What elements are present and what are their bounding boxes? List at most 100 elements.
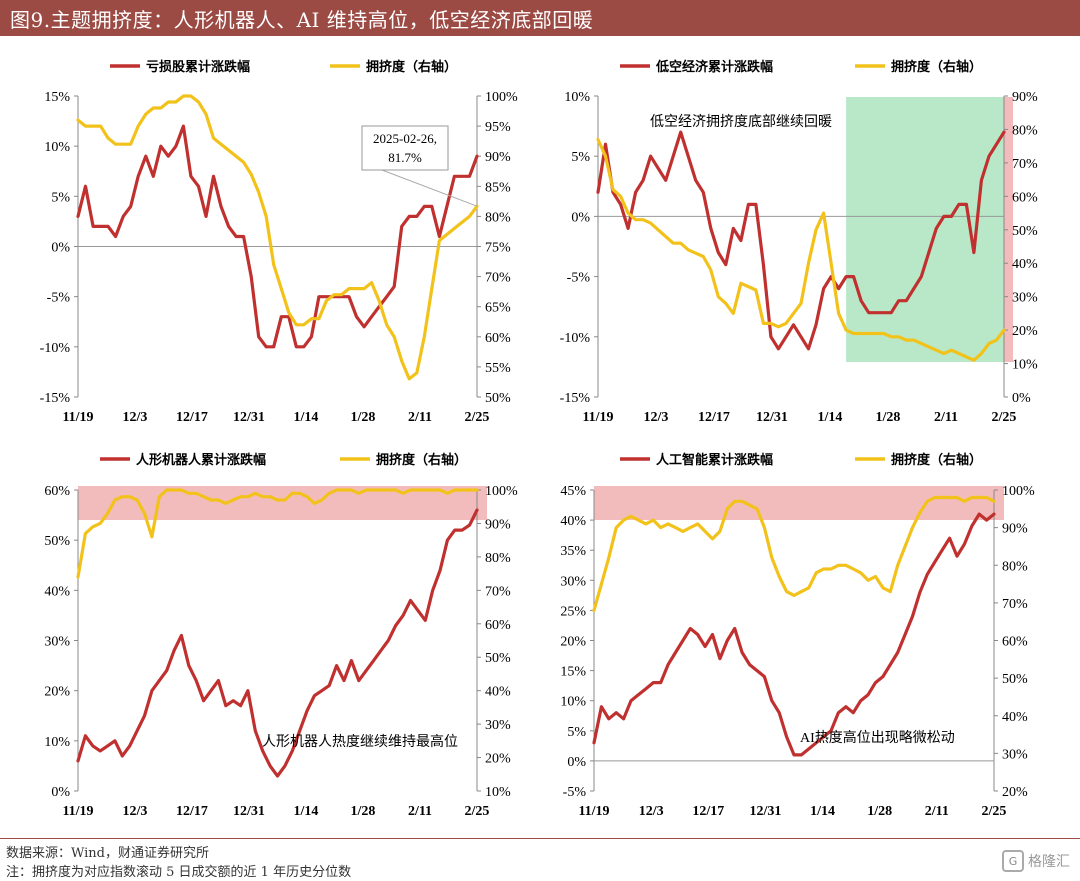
chart-annotation: 低空经济拥挤度底部继续回暖 (650, 113, 832, 130)
y-right-tick-label: 100% (485, 484, 518, 499)
y-left-tick-label: 50% (44, 534, 70, 549)
y-left-tick-label: -5% (567, 271, 591, 286)
x-tick-label: 2/25 (465, 804, 490, 819)
y-right-tick-label: 30% (1002, 747, 1028, 762)
series-line-return (592, 512, 996, 757)
y-right-tick-label: 40% (1002, 710, 1028, 725)
y-left-tick-label: 60% (44, 484, 70, 499)
y-right-tick-label: 90% (485, 150, 511, 165)
y-left-tick-label: 5% (51, 190, 70, 205)
y-left-tick-label: 10% (564, 90, 590, 105)
x-tick-label: 2/11 (408, 410, 432, 425)
source-note: 数据来源：Wind，财通证券研究所 (6, 846, 209, 861)
legend-label: 拥挤度（右轴） (376, 452, 467, 467)
y-right-tick-label: 30% (1012, 291, 1038, 306)
y-left-tick-label: 30% (560, 574, 586, 589)
x-tick-label: 1/14 (294, 410, 319, 425)
x-tick-label: 12/3 (123, 804, 148, 819)
y-left-tick-label: 5% (567, 725, 586, 740)
x-tick-label: 12/17 (698, 410, 730, 425)
y-left-tick-label: 0% (571, 210, 590, 225)
y-right-tick-label: 85% (485, 180, 511, 195)
series-line-return (76, 124, 479, 349)
callout-leader (381, 169, 478, 207)
legend-label: 人工智能累计涨跌幅 (656, 452, 773, 467)
series-line-return (596, 130, 1006, 351)
charts-canvas: 15% 10% 5% 0% -5% -10% -15% 100% 95% 90% 85% 80% 75%… (40, 59, 1038, 819)
y-left-tick-label: 20% (44, 685, 70, 700)
series-line-crowding (76, 94, 479, 381)
x-tick-label: 1/28 (351, 410, 376, 425)
figure-header: 图9.主题拥挤度：人形机器人、AI 维持高位，低空经济底部回暖 (0, 0, 1080, 36)
y-right-tick-label: 60% (485, 331, 511, 346)
y-right-tick-label: 40% (485, 685, 511, 700)
x-tick-label: 11/19 (62, 804, 93, 819)
y-right-tick-label: 10% (485, 785, 511, 800)
y-left-tick-label: -15% (560, 391, 591, 406)
y-right-tick-label: 60% (1012, 190, 1038, 205)
y-right-tick-label: 95% (485, 120, 511, 135)
chart-annotation: AI热度高位出现略微松动 (800, 729, 955, 746)
legend-label: 拥挤度（右轴） (891, 452, 982, 467)
x-tick-label: 1/28 (867, 804, 892, 819)
x-tick-label: 12/17 (176, 804, 208, 819)
y-left-tick-label: 10% (44, 140, 70, 155)
y-right-tick-label: 90% (1002, 522, 1028, 537)
legend-label: 亏损股累计涨跌幅 (146, 59, 250, 74)
callout-date: 2025-02-26, (373, 131, 437, 146)
x-tick-label: 12/17 (176, 410, 208, 425)
y-left-tick-label: -5% (563, 785, 587, 800)
y-left-tick-label: 0% (51, 785, 70, 800)
x-tick-label: 11/19 (578, 804, 609, 819)
y-left-tick-label: 20% (560, 635, 586, 650)
watermark-text: 格隆汇 (1028, 854, 1070, 870)
y-right-tick-label: 90% (1012, 90, 1038, 105)
series-line-crowding (76, 488, 479, 579)
y-left-tick-label: -15% (40, 391, 71, 406)
y-left-tick-label: 45% (560, 484, 586, 499)
highlight-strip (1004, 97, 1013, 362)
x-tick-label: 12/31 (749, 804, 781, 819)
series-line-crowding (592, 495, 996, 612)
chart-panel-1: 15% 10% 5% 0% -5% -10% -15% 100% 95% 90% 85% 80% 75%… (40, 59, 518, 425)
y-right-tick-label: 50% (485, 391, 511, 406)
x-tick-label: 11/19 (582, 410, 613, 425)
y-left-tick-label: -10% (40, 341, 71, 356)
y-right-tick-label: 70% (485, 271, 511, 286)
y-right-tick-label: 50% (1012, 224, 1038, 239)
y-right-tick-label: 65% (485, 301, 511, 316)
legend-label: 低空经济累计涨跌幅 (655, 59, 773, 74)
footer-divider (0, 838, 1080, 839)
x-tick-label: 1/14 (818, 410, 843, 425)
y-right-tick-label: 50% (485, 651, 511, 666)
y-right-tick-label: 90% (485, 517, 511, 532)
y-right-tick-label: 70% (1002, 597, 1028, 612)
y-left-tick-label: 25% (560, 604, 586, 619)
x-tick-label: 12/31 (756, 410, 788, 425)
callout-value: 81.7% (388, 150, 422, 165)
y-left-tick-label: 30% (44, 635, 70, 650)
callout-box (361, 125, 449, 171)
x-tick-label: 2/11 (925, 804, 949, 819)
y-right-tick-label: 80% (485, 551, 511, 566)
x-tick-label: 12/3 (123, 410, 148, 425)
y-left-tick-label: -5% (47, 291, 71, 306)
series-line-crowding (596, 137, 1006, 362)
y-right-tick-label: 70% (1012, 157, 1038, 172)
x-tick-label: 11/19 (62, 410, 93, 425)
y-left-tick-label: 0% (567, 755, 586, 770)
x-tick-label: 1/28 (351, 804, 376, 819)
y-right-tick-label: 30% (485, 718, 511, 733)
x-tick-label: 12/31 (233, 804, 265, 819)
y-left-tick-label: 10% (44, 735, 70, 750)
y-left-tick-label: 10% (560, 695, 586, 710)
y-right-tick-label: 100% (485, 90, 518, 105)
y-right-tick-label: 60% (1002, 635, 1028, 650)
x-tick-label: 2/11 (934, 410, 958, 425)
y-right-tick-label: 20% (1012, 324, 1038, 339)
x-tick-label: 12/31 (233, 410, 265, 425)
y-right-tick-label: 60% (485, 618, 511, 633)
y-right-tick-label: 50% (1002, 672, 1028, 687)
y-right-tick-label: 80% (485, 210, 511, 225)
watermark: G 格隆汇 (1002, 850, 1070, 872)
